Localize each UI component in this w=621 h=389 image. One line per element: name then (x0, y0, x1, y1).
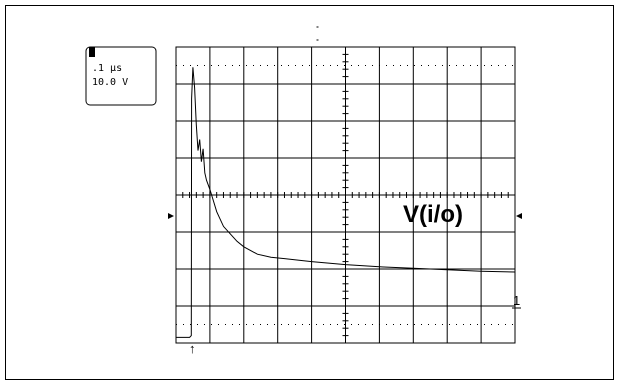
channel-number: 1 (89, 49, 94, 59)
waveform-trace (176, 67, 516, 338)
volts-per-div-readout: 10.0 V (92, 77, 128, 88)
right-level-marker (516, 213, 522, 219)
trace-label: V(i/o) (403, 201, 463, 228)
left-level-marker (168, 213, 174, 219)
channel-readout: 1 .1 µs 10.0 V (85, 46, 157, 106)
channel-indicator-icon (89, 47, 95, 57)
figure-frame (5, 5, 614, 380)
trigger-marker-icon: ↑ (189, 341, 196, 356)
timebase-readout: .1 µs (92, 63, 122, 74)
graticule (175, 26, 516, 344)
ground-marker-label: 1 (513, 293, 520, 308)
